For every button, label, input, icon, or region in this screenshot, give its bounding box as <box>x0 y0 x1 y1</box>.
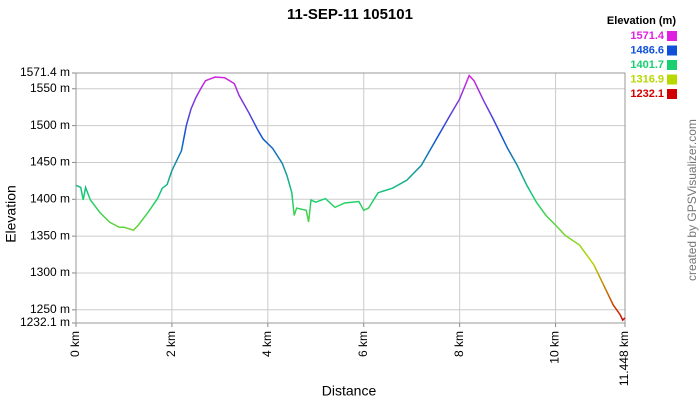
legend-label: 1486.6 <box>630 44 664 56</box>
x-tick-label: 4 km <box>260 331 274 357</box>
y-tick-label: 1300 m <box>30 265 70 279</box>
plot-frame <box>75 72 626 324</box>
y-tick-label: 1571.4 m <box>20 65 70 79</box>
y-tick-label: 1550 m <box>30 81 70 95</box>
y-tick-label: 1500 m <box>30 118 70 132</box>
y-tick-label: 1232.1 m <box>20 315 70 329</box>
legend-label: 1571.4 <box>630 30 665 42</box>
y-axis-label: Elevation <box>3 185 19 243</box>
y-tick-label: 1400 m <box>30 191 70 205</box>
x-tick-label: 8 km <box>452 331 466 357</box>
y-tick-label: 1250 m <box>30 302 70 316</box>
y-tick-label: 1350 m <box>30 228 70 242</box>
x-tick-label: 2 km <box>164 331 178 357</box>
legend-title: Elevation (m) <box>607 15 676 27</box>
x-tick-label: 0 km <box>68 331 82 357</box>
x-tick-label: 6 km <box>356 331 370 357</box>
x-tick-label: 10 km <box>548 331 562 364</box>
legend-swatch <box>667 45 677 56</box>
x-tick-label: 11.448 km <box>617 331 631 386</box>
legend-swatch <box>667 89 677 99</box>
legend-swatch <box>667 60 677 70</box>
legend-swatch <box>667 74 677 85</box>
legend-label: 1232.1 <box>630 88 664 100</box>
credit: created by GPSVisualizer.com <box>685 119 699 281</box>
elevation-line <box>75 74 626 322</box>
y-tick-label: 1450 m <box>30 155 70 169</box>
legend-swatch <box>667 31 677 41</box>
legend-label: 1401.7 <box>630 59 664 71</box>
chart-title: 11-SEP-11 105101 <box>287 6 413 23</box>
legend-label: 1316.9 <box>630 73 664 85</box>
x-axis-label: Distance <box>322 383 377 399</box>
